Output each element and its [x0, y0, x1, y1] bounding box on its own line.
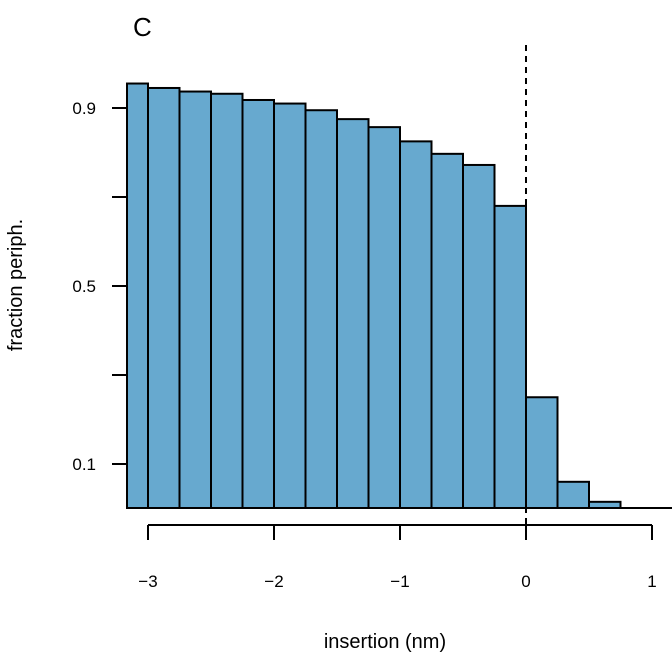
histogram-bar-12 [493, 204, 527, 509]
y-tick-label: 0.9 [72, 99, 96, 118]
histogram-bar-0 [126, 82, 149, 510]
histogram-bar-11 [462, 163, 496, 510]
histogram-bar-10 [430, 152, 464, 510]
y-axis: 0.1 0.5 0.9 [72, 99, 128, 474]
histogram-bar-6 [304, 109, 338, 509]
x-axis: −3 −2 −1 0 1 [138, 524, 657, 591]
x-tick-label: −3 [138, 572, 157, 591]
x-axis-label: insertion (nm) [324, 631, 446, 653]
histogram-bar-2 [178, 90, 212, 509]
x-tick-label: 0 [521, 572, 530, 591]
histogram-bar-5 [273, 102, 307, 510]
histogram-bar-3 [210, 92, 244, 509]
y-axis-label: fraction periph. [5, 219, 27, 351]
histogram-bar-9 [399, 140, 433, 509]
histogram-bar-7 [336, 118, 370, 509]
histogram-bar-14 [556, 480, 590, 509]
bars-group [126, 82, 622, 510]
y-tick-label: 0.1 [72, 455, 96, 474]
histogram-bar-8 [367, 126, 401, 509]
x-tick-label: −1 [390, 572, 409, 591]
panel-label: C [133, 12, 152, 42]
histogram-bar-13 [525, 396, 559, 509]
histogram-bar-1 [147, 86, 181, 509]
y-tick-label: 0.5 [72, 277, 96, 296]
histogram-bar-4 [241, 98, 275, 510]
x-tick-label: −2 [264, 572, 283, 591]
x-tick-label: 1 [647, 572, 656, 591]
